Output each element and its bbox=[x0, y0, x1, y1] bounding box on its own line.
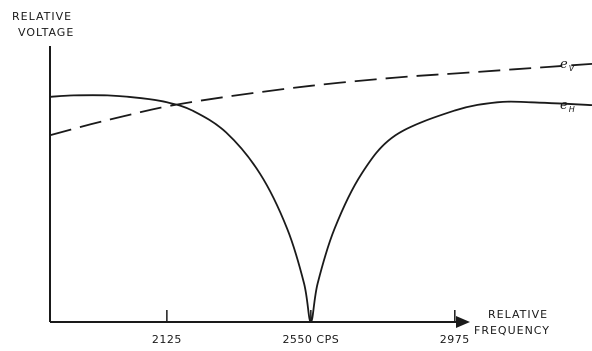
x-tick-label-1: 2550 CPS bbox=[282, 333, 339, 346]
x-axis-label-line-2: FREQUENCY bbox=[474, 324, 550, 337]
series-line-eh bbox=[49, 94, 592, 323]
series-label-ev: eV bbox=[560, 57, 575, 73]
series-group: eV eH bbox=[49, 57, 592, 323]
x-tick-label-0: 2125 bbox=[152, 333, 182, 346]
series-line-ev bbox=[49, 63, 592, 137]
x-axis-label-line-1: RELATIVE bbox=[488, 308, 548, 321]
y-axis-label-line-2: VOLTAGE bbox=[18, 26, 74, 39]
x-axis-arrowhead bbox=[456, 316, 470, 328]
series-label-eh: eH bbox=[560, 98, 575, 114]
y-axis-label-line-1: RELATIVE bbox=[12, 10, 72, 23]
x-tick-label-2: 2975 bbox=[440, 333, 470, 346]
x-ticks: 2125 2550 CPS 2975 bbox=[152, 310, 470, 346]
